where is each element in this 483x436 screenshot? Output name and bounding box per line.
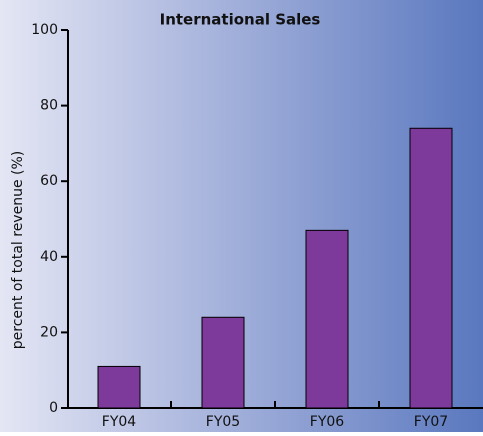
bar bbox=[409, 127, 453, 409]
y-tick-label: 20 bbox=[40, 324, 58, 340]
y-tick-label: 0 bbox=[49, 400, 58, 416]
y-tick-label: 40 bbox=[40, 249, 58, 265]
chart-title: International Sales bbox=[160, 11, 321, 29]
y-tick-label: 60 bbox=[40, 173, 58, 189]
x-tick-label: FY06 bbox=[310, 414, 345, 430]
y-axis-label: percent of total revenue (%) bbox=[10, 151, 26, 349]
y-tick-label: 80 bbox=[40, 98, 58, 114]
bar bbox=[97, 365, 141, 409]
bar bbox=[201, 316, 245, 409]
x-tick-label: FY07 bbox=[414, 414, 448, 430]
x-tick-label: FY04 bbox=[102, 414, 137, 430]
bar bbox=[305, 229, 349, 409]
y-tick-label: 100 bbox=[31, 22, 58, 38]
x-tick-label: FY05 bbox=[206, 414, 240, 430]
